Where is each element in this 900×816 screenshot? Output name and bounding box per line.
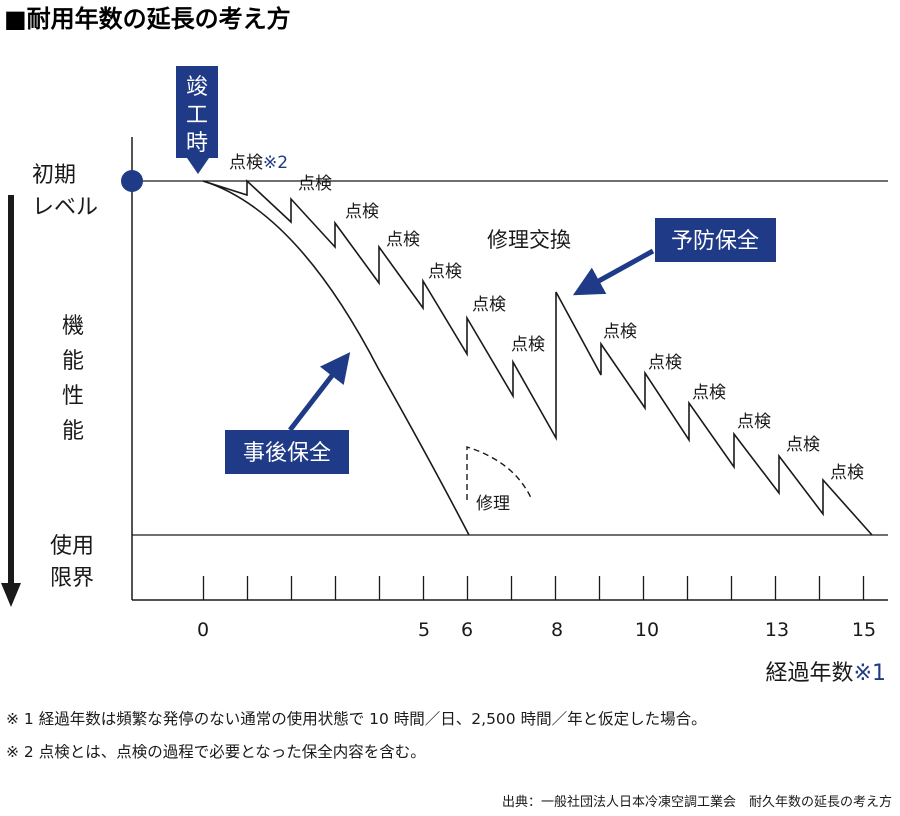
x-tick-label: 0 bbox=[197, 619, 209, 641]
inspection-label: 点検 bbox=[830, 463, 864, 483]
inspection-label: 点検 bbox=[603, 322, 637, 342]
inspection-label: 点検 bbox=[737, 412, 771, 432]
svg-text:予防保全: 予防保全 bbox=[671, 229, 759, 254]
inspection-label: 点検 bbox=[345, 202, 379, 222]
inspection-label: 点検 bbox=[786, 435, 820, 455]
y-axis-label: 機 能 性 能 bbox=[62, 314, 84, 444]
svg-text:工: 工 bbox=[186, 103, 208, 128]
initial-level-label: 初期 レベル bbox=[32, 163, 98, 220]
svg-text:竣: 竣 bbox=[186, 75, 208, 100]
x-tick-label: 6 bbox=[461, 619, 473, 641]
page-title: ■耐用年数の延長の考え方 bbox=[4, 5, 291, 33]
x-axis-ticks bbox=[202, 576, 865, 600]
corrective-maintenance-curve bbox=[202, 180, 470, 536]
svg-text:初期: 初期 bbox=[32, 163, 76, 188]
corrective-arrow-icon bbox=[288, 352, 351, 432]
preventive-arrow-icon bbox=[572, 248, 655, 296]
completion-arrow-icon bbox=[187, 158, 209, 174]
x-axis-title: 経過年数※1 bbox=[766, 661, 886, 686]
initial-level-marker bbox=[121, 170, 143, 192]
x-tick-label: 13 bbox=[765, 619, 789, 641]
x-tick-label: 15 bbox=[852, 619, 876, 641]
x-tick-label: 8 bbox=[551, 619, 563, 641]
repair-exchange-label: 修理交換 bbox=[487, 228, 571, 252]
first-inspection-label: 点検※2 bbox=[229, 153, 288, 173]
svg-text:性: 性 bbox=[62, 384, 84, 409]
inspection-label: 点検 bbox=[298, 174, 332, 194]
inspection-label: 点検 bbox=[428, 262, 462, 282]
inspection-label: 点検 bbox=[511, 335, 545, 355]
preventive-maintenance-box: 予防保全 bbox=[655, 218, 776, 262]
repair-dashed-line bbox=[466, 446, 533, 501]
preventive-maintenance-line bbox=[202, 179, 873, 536]
footnote-1: ※ 1 経過年数は頻繁な発停のない通常の使用状態で 10 時間／日、2,500 … bbox=[6, 709, 707, 728]
repair-label: 修理 bbox=[476, 494, 510, 514]
svg-text:使用: 使用 bbox=[50, 534, 94, 559]
x-tick-label: 10 bbox=[635, 619, 659, 641]
x-tick-label: 5 bbox=[418, 619, 430, 641]
inspection-label: 点検 bbox=[472, 295, 506, 315]
inspection-label: 点検 bbox=[648, 353, 682, 373]
inspection-label: 点検 bbox=[692, 383, 726, 403]
down-arrow-icon bbox=[1, 195, 21, 607]
source-credit: 出典：一般社団法人日本冷凍空調工業会 耐久年数の延長の考え方 bbox=[502, 794, 892, 810]
corrective-maintenance-box: 事後保全 bbox=[225, 430, 349, 474]
svg-text:能: 能 bbox=[62, 419, 84, 444]
svg-text:時: 時 bbox=[186, 131, 208, 156]
svg-text:事後保全: 事後保全 bbox=[243, 441, 331, 466]
footnote-2: ※ 2 点検とは、点検の過程で必要となった保全内容を含む。 bbox=[6, 743, 426, 761]
inspection-label: 点検 bbox=[386, 230, 420, 250]
completion-box: 竣 工 時 bbox=[176, 66, 218, 174]
svg-text:能: 能 bbox=[62, 349, 84, 374]
svg-text:レベル: レベル bbox=[32, 195, 98, 220]
usage-limit-label: 使用 限界 bbox=[50, 534, 94, 591]
svg-text:機: 機 bbox=[62, 314, 84, 339]
svg-text:限界: 限界 bbox=[50, 566, 94, 591]
